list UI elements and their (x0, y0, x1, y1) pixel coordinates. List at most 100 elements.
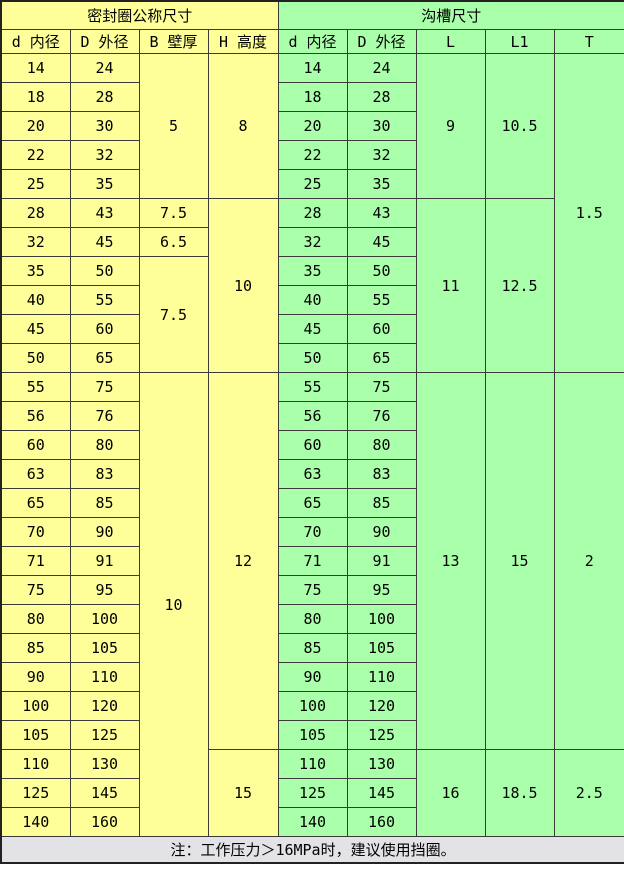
section-header-row: 密封圈公称尺寸 沟槽尺寸 (0, 0, 624, 30)
cell-l1: 12.5 (484, 198, 555, 373)
cell-groove-outer-diameter: 125 (346, 720, 417, 750)
cell-groove-outer-diameter: 30 (346, 111, 417, 141)
cell-t: 1.5 (553, 53, 624, 373)
cell-seal-inner-diameter: 22 (0, 140, 71, 170)
cell-seal-outer-diameter: 75 (69, 372, 140, 402)
table-row: 63 83 63 83 (0, 459, 624, 489)
cell-seal-outer-diameter: 60 (69, 314, 140, 344)
cell-groove-outer-diameter: 32 (346, 140, 417, 170)
cell-seal-inner-diameter: 56 (0, 401, 71, 431)
cell-seal-outer-diameter: 83 (69, 459, 140, 489)
table-row: 28 43 7.5 10 28 43 11 12.5 (0, 198, 624, 373)
cell-groove-inner-diameter: 70 (277, 517, 348, 547)
cell-height: 15 (207, 749, 279, 837)
cell-seal-inner-diameter: 140 (0, 807, 71, 837)
cell-groove-inner-diameter: 50 (277, 343, 348, 373)
cell-seal-inner-diameter: 70 (0, 517, 71, 547)
cell-l: 9 (415, 53, 486, 199)
cell-groove-outer-diameter: 83 (346, 459, 417, 489)
cell-groove-inner-diameter: 56 (277, 401, 348, 431)
cell-groove-outer-diameter: 76 (346, 401, 417, 431)
cell-seal-outer-diameter: 50 (69, 256, 140, 286)
table-row: 14 24 5 8 14 24 9 10.5 1.5 (0, 53, 624, 373)
cell-wall-thickness: 5 (138, 53, 209, 199)
cell-groove-inner-diameter: 75 (277, 575, 348, 605)
table-row: 80 100 80 100 (0, 604, 624, 634)
cell-groove-outer-diameter: 45 (346, 227, 417, 257)
cell-t: 2.5 (553, 749, 624, 837)
cell-groove-inner-diameter: 65 (277, 488, 348, 518)
cell-seal-outer-diameter: 28 (69, 82, 140, 112)
column-header-t: T (553, 29, 624, 54)
table-row: 22 32 22 32 (0, 140, 624, 170)
cell-groove-inner-diameter: 110 (277, 749, 348, 779)
column-header-seal-outer-diameter: D 外径 (69, 29, 140, 54)
cell-groove-inner-diameter: 60 (277, 430, 348, 460)
cell-groove-inner-diameter: 71 (277, 546, 348, 576)
cell-seal-inner-diameter: 60 (0, 430, 71, 460)
cell-l1: 10.5 (484, 53, 555, 199)
cell-seal-outer-diameter: 110 (69, 662, 140, 692)
cell-seal-inner-diameter: 63 (0, 459, 71, 489)
cell-seal-outer-diameter: 160 (69, 807, 140, 837)
cell-height: 12 (207, 372, 279, 750)
cell-seal-outer-diameter: 80 (69, 430, 140, 460)
cell-seal-inner-diameter: 14 (0, 53, 71, 83)
cell-seal-outer-diameter: 91 (69, 546, 140, 576)
cell-l: 13 (415, 372, 486, 750)
cell-seal-outer-diameter: 43 (69, 198, 140, 228)
cell-seal-inner-diameter: 55 (0, 372, 71, 402)
cell-seal-inner-diameter: 20 (0, 111, 71, 141)
cell-groove-inner-diameter: 100 (277, 691, 348, 721)
column-header-l: L (415, 29, 486, 54)
table-row: 45 60 45 60 (0, 314, 624, 344)
cell-groove-outer-diameter: 28 (346, 82, 417, 112)
cell-groove-inner-diameter: 20 (277, 111, 348, 141)
table-row: 110 130 15 110 130 16 18.5 2.5 (0, 749, 624, 837)
cell-groove-outer-diameter: 43 (346, 198, 417, 228)
cell-seal-inner-diameter: 32 (0, 227, 71, 257)
cell-height: 10 (207, 198, 279, 373)
column-header-groove-inner-diameter: d 内径 (277, 29, 348, 54)
column-header-height: H 高度 (207, 29, 279, 54)
cell-seal-outer-diameter: 55 (69, 285, 140, 315)
cell-seal-inner-diameter: 90 (0, 662, 71, 692)
cell-seal-outer-diameter: 105 (69, 633, 140, 663)
cell-seal-inner-diameter: 28 (0, 198, 71, 228)
column-header-seal-inner-diameter: d 内径 (0, 29, 71, 54)
cell-seal-outer-diameter: 30 (69, 111, 140, 141)
cell-seal-inner-diameter: 110 (0, 749, 71, 779)
cell-groove-outer-diameter: 110 (346, 662, 417, 692)
cell-groove-outer-diameter: 50 (346, 256, 417, 286)
cell-groove-outer-diameter: 145 (346, 778, 417, 808)
cell-groove-outer-diameter: 55 (346, 285, 417, 315)
cell-groove-inner-diameter: 28 (277, 198, 348, 228)
cell-groove-outer-diameter: 60 (346, 314, 417, 344)
cell-seal-inner-diameter: 40 (0, 285, 71, 315)
column-header-groove-outer-diameter: D 外径 (346, 29, 417, 54)
table-row: 35 50 7.5 35 50 (0, 256, 624, 373)
cell-groove-outer-diameter: 95 (346, 575, 417, 605)
cell-seal-inner-diameter: 65 (0, 488, 71, 518)
table-note: 注：工作压力＞16MPa时，建议使用挡圈。 (0, 836, 624, 864)
table-row: 55 75 10 12 55 75 13 15 2 (0, 372, 624, 837)
cell-seal-outer-diameter: 24 (69, 53, 140, 83)
cell-seal-outer-diameter: 100 (69, 604, 140, 634)
table-row: 20 30 20 30 (0, 111, 624, 141)
table-row: 25 35 25 35 (0, 169, 624, 199)
table-row: 18 28 18 28 (0, 82, 624, 112)
cell-groove-outer-diameter: 91 (346, 546, 417, 576)
cell-groove-inner-diameter: 35 (277, 256, 348, 286)
cell-groove-inner-diameter: 80 (277, 604, 348, 634)
cell-seal-outer-diameter: 90 (69, 517, 140, 547)
cell-seal-outer-diameter: 32 (69, 140, 140, 170)
cell-groove-inner-diameter: 25 (277, 169, 348, 199)
table-row: 70 90 70 90 (0, 517, 624, 547)
table-row: 100 120 100 120 (0, 691, 624, 721)
cell-seal-outer-diameter: 76 (69, 401, 140, 431)
cell-seal-outer-diameter: 65 (69, 343, 140, 373)
cell-groove-outer-diameter: 24 (346, 53, 417, 83)
cell-l1: 15 (484, 372, 555, 750)
table-row: 125 145 125 145 (0, 778, 624, 808)
